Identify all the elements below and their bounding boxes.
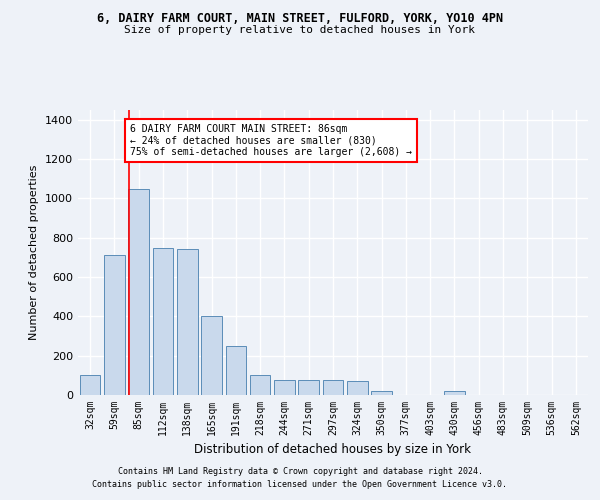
Bar [128, 188, 149, 395]
Bar [250, 376, 271, 395]
Bar [298, 380, 319, 395]
Text: 6, DAIRY FARM COURT, MAIN STREET, FULFORD, YORK, YO10 4PN: 6, DAIRY FARM COURT, MAIN STREET, FULFOR… [97, 12, 503, 26]
Bar [201, 316, 222, 395]
Bar [104, 256, 125, 395]
Y-axis label: Number of detached properties: Number of detached properties [29, 165, 40, 340]
Bar [80, 376, 100, 395]
Text: 6 DAIRY FARM COURT MAIN STREET: 86sqm
← 24% of detached houses are smaller (830): 6 DAIRY FARM COURT MAIN STREET: 86sqm ← … [130, 124, 412, 157]
Bar [444, 391, 465, 395]
Text: Contains public sector information licensed under the Open Government Licence v3: Contains public sector information licen… [92, 480, 508, 489]
Bar [347, 381, 368, 395]
Text: Contains HM Land Registry data © Crown copyright and database right 2024.: Contains HM Land Registry data © Crown c… [118, 467, 482, 476]
Bar [323, 380, 343, 395]
Bar [177, 248, 197, 395]
Bar [226, 346, 246, 395]
X-axis label: Distribution of detached houses by size in York: Distribution of detached houses by size … [194, 444, 472, 456]
Text: Size of property relative to detached houses in York: Size of property relative to detached ho… [125, 25, 476, 35]
Bar [274, 380, 295, 395]
Bar [152, 248, 173, 395]
Bar [371, 391, 392, 395]
